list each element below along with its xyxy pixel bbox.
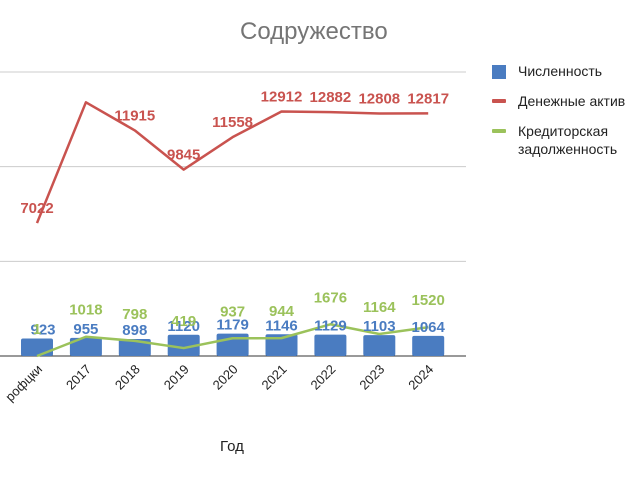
x-tick-label: 2020 bbox=[210, 362, 241, 393]
data-label: 1064 bbox=[412, 319, 446, 336]
data-label: 1103 bbox=[363, 318, 396, 335]
data-label: 798 bbox=[122, 306, 147, 323]
legend-item-payables: Кредиторская задолженность bbox=[492, 122, 640, 162]
bar bbox=[21, 338, 53, 356]
legend-swatch-line bbox=[492, 129, 506, 133]
legend-item-cash: Денежные актив bbox=[492, 92, 640, 122]
legend-swatch-bar bbox=[492, 65, 506, 79]
data-label: 1520 bbox=[412, 292, 445, 309]
legend-item-headcount: Численность bbox=[492, 62, 640, 92]
bar bbox=[363, 335, 396, 356]
data-label: 1 bbox=[33, 321, 41, 338]
data-label: 11915 bbox=[114, 107, 155, 124]
data-label: 1676 bbox=[314, 289, 347, 306]
data-label: 1120 bbox=[167, 318, 200, 335]
data-label: 7022 bbox=[20, 200, 53, 217]
x-tick-label: 2017 bbox=[63, 362, 94, 393]
data-label: 937 bbox=[220, 303, 245, 320]
x-tick-label: 2022 bbox=[307, 362, 338, 393]
data-label: 1146 bbox=[265, 317, 298, 334]
x-tick-label: 2023 bbox=[356, 362, 387, 393]
data-label: 12882 bbox=[310, 89, 352, 106]
data-label: 944 bbox=[269, 303, 295, 320]
series-line bbox=[35, 101, 429, 224]
data-label: 12912 bbox=[261, 89, 303, 106]
bar bbox=[412, 335, 445, 356]
series-line bbox=[36, 323, 429, 358]
bar bbox=[167, 334, 200, 356]
x-tick-label: 2018 bbox=[112, 362, 143, 393]
data-label: 12808 bbox=[358, 91, 400, 108]
data-label: 898 bbox=[122, 322, 147, 339]
x-tick-label: рофцки bbox=[2, 362, 45, 405]
legend: Численность Денежные актив Кредиторская … bbox=[492, 62, 640, 162]
legend-label: Численность bbox=[518, 63, 603, 79]
x-tick-label: 2024 bbox=[405, 362, 436, 393]
x-tick-label: 2021 bbox=[259, 362, 290, 393]
data-label: 12817 bbox=[407, 90, 449, 107]
data-label: 419 bbox=[171, 313, 196, 330]
data-label: 1129 bbox=[314, 318, 347, 335]
data-label: 955 bbox=[73, 321, 98, 338]
data-label: 1018 bbox=[69, 302, 102, 319]
data-label: 9845 bbox=[167, 147, 200, 164]
legend-label: Денежные актив bbox=[518, 93, 626, 109]
x-tick-label: 2019 bbox=[161, 362, 192, 393]
data-label: 923 bbox=[30, 322, 55, 339]
legend-label: Кредиторская задолженность bbox=[518, 123, 618, 157]
chart-title: Содружество bbox=[240, 18, 388, 45]
data-label: 1179 bbox=[216, 317, 249, 334]
data-label: 11558 bbox=[212, 114, 253, 131]
legend-swatch-line bbox=[492, 99, 506, 103]
bar bbox=[265, 334, 298, 356]
bar bbox=[314, 334, 347, 356]
bar bbox=[69, 337, 102, 356]
data-label: 1164 bbox=[363, 299, 396, 316]
x-axis-title: Год bbox=[220, 438, 244, 455]
